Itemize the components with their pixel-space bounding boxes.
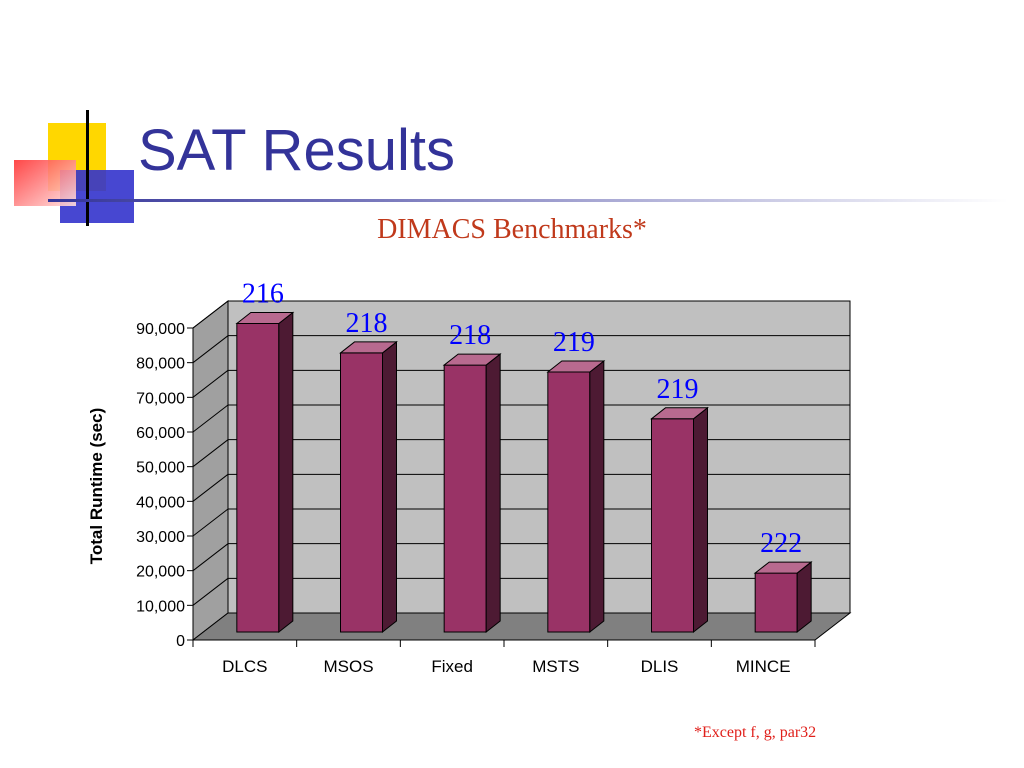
bar-data-label: 219 (553, 327, 595, 358)
bar-top (442, 353, 502, 366)
y-tick-label: 90,000 (136, 321, 185, 338)
bar-data-label: 219 (657, 374, 699, 405)
y-tick-label: 60,000 (136, 425, 185, 442)
gridline-side (192, 577, 229, 606)
bar (754, 572, 798, 633)
bar (547, 371, 591, 633)
decor-red-square (14, 160, 76, 206)
bar-top (339, 341, 398, 354)
y-tick-label: 50,000 (136, 460, 185, 477)
bar (651, 418, 694, 633)
bar-top (650, 407, 709, 420)
bar (443, 364, 487, 633)
bar-top (546, 360, 606, 373)
bar-data-label: 216 (242, 278, 284, 309)
bar (340, 352, 383, 633)
bar-side (278, 311, 294, 634)
gridline-side (192, 543, 229, 572)
bar-side (485, 353, 501, 634)
x-tick-label: Fixed (431, 657, 473, 676)
gridline-side (192, 300, 229, 329)
footnote: *Except f, g, par32 (694, 724, 817, 741)
bar-top (235, 311, 295, 324)
bar-side (693, 406, 708, 634)
gridline-side (192, 439, 229, 468)
bar-side (382, 340, 397, 634)
bar-data-label: 222 (760, 528, 802, 559)
gridline-side (192, 473, 229, 502)
x-tick-label: MSTS (532, 657, 579, 676)
chart-title: DIMACS Benchmarks* (377, 214, 647, 245)
decor-horizontal-line (48, 199, 1008, 202)
x-tick-label: DLCS (222, 657, 267, 676)
gridline-side (192, 508, 229, 537)
x-tick-label: DLIS (641, 657, 679, 676)
gridline-side (192, 404, 229, 433)
slide-title: SAT Results (138, 118, 455, 183)
bar (236, 322, 280, 633)
bar-data-label: 218 (346, 308, 388, 339)
bar-side (796, 561, 812, 634)
decor-vertical-line (86, 110, 89, 226)
y-tick-label: 30,000 (136, 529, 185, 546)
bar-data-label: 218 (449, 320, 491, 351)
chart-side-wall (192, 299, 229, 642)
bar-top (753, 561, 813, 574)
gridline-side (192, 335, 229, 364)
x-tick-label: MINCE (736, 657, 791, 676)
gridline-side (192, 369, 229, 398)
y-tick-label: 80,000 (136, 356, 185, 373)
y-axis-label: Total Runtime (sec) (87, 408, 106, 564)
y-tick-label: 10,000 (136, 598, 185, 615)
bar-side (589, 359, 605, 634)
y-tick-label: 40,000 (136, 494, 185, 511)
y-tick-label: 70,000 (136, 390, 185, 407)
y-tick-label: 20,000 (136, 564, 185, 581)
x-tick-label: MSOS (323, 657, 373, 676)
chart-back-wall (227, 300, 851, 614)
y-tick-label: 0 (176, 633, 185, 650)
